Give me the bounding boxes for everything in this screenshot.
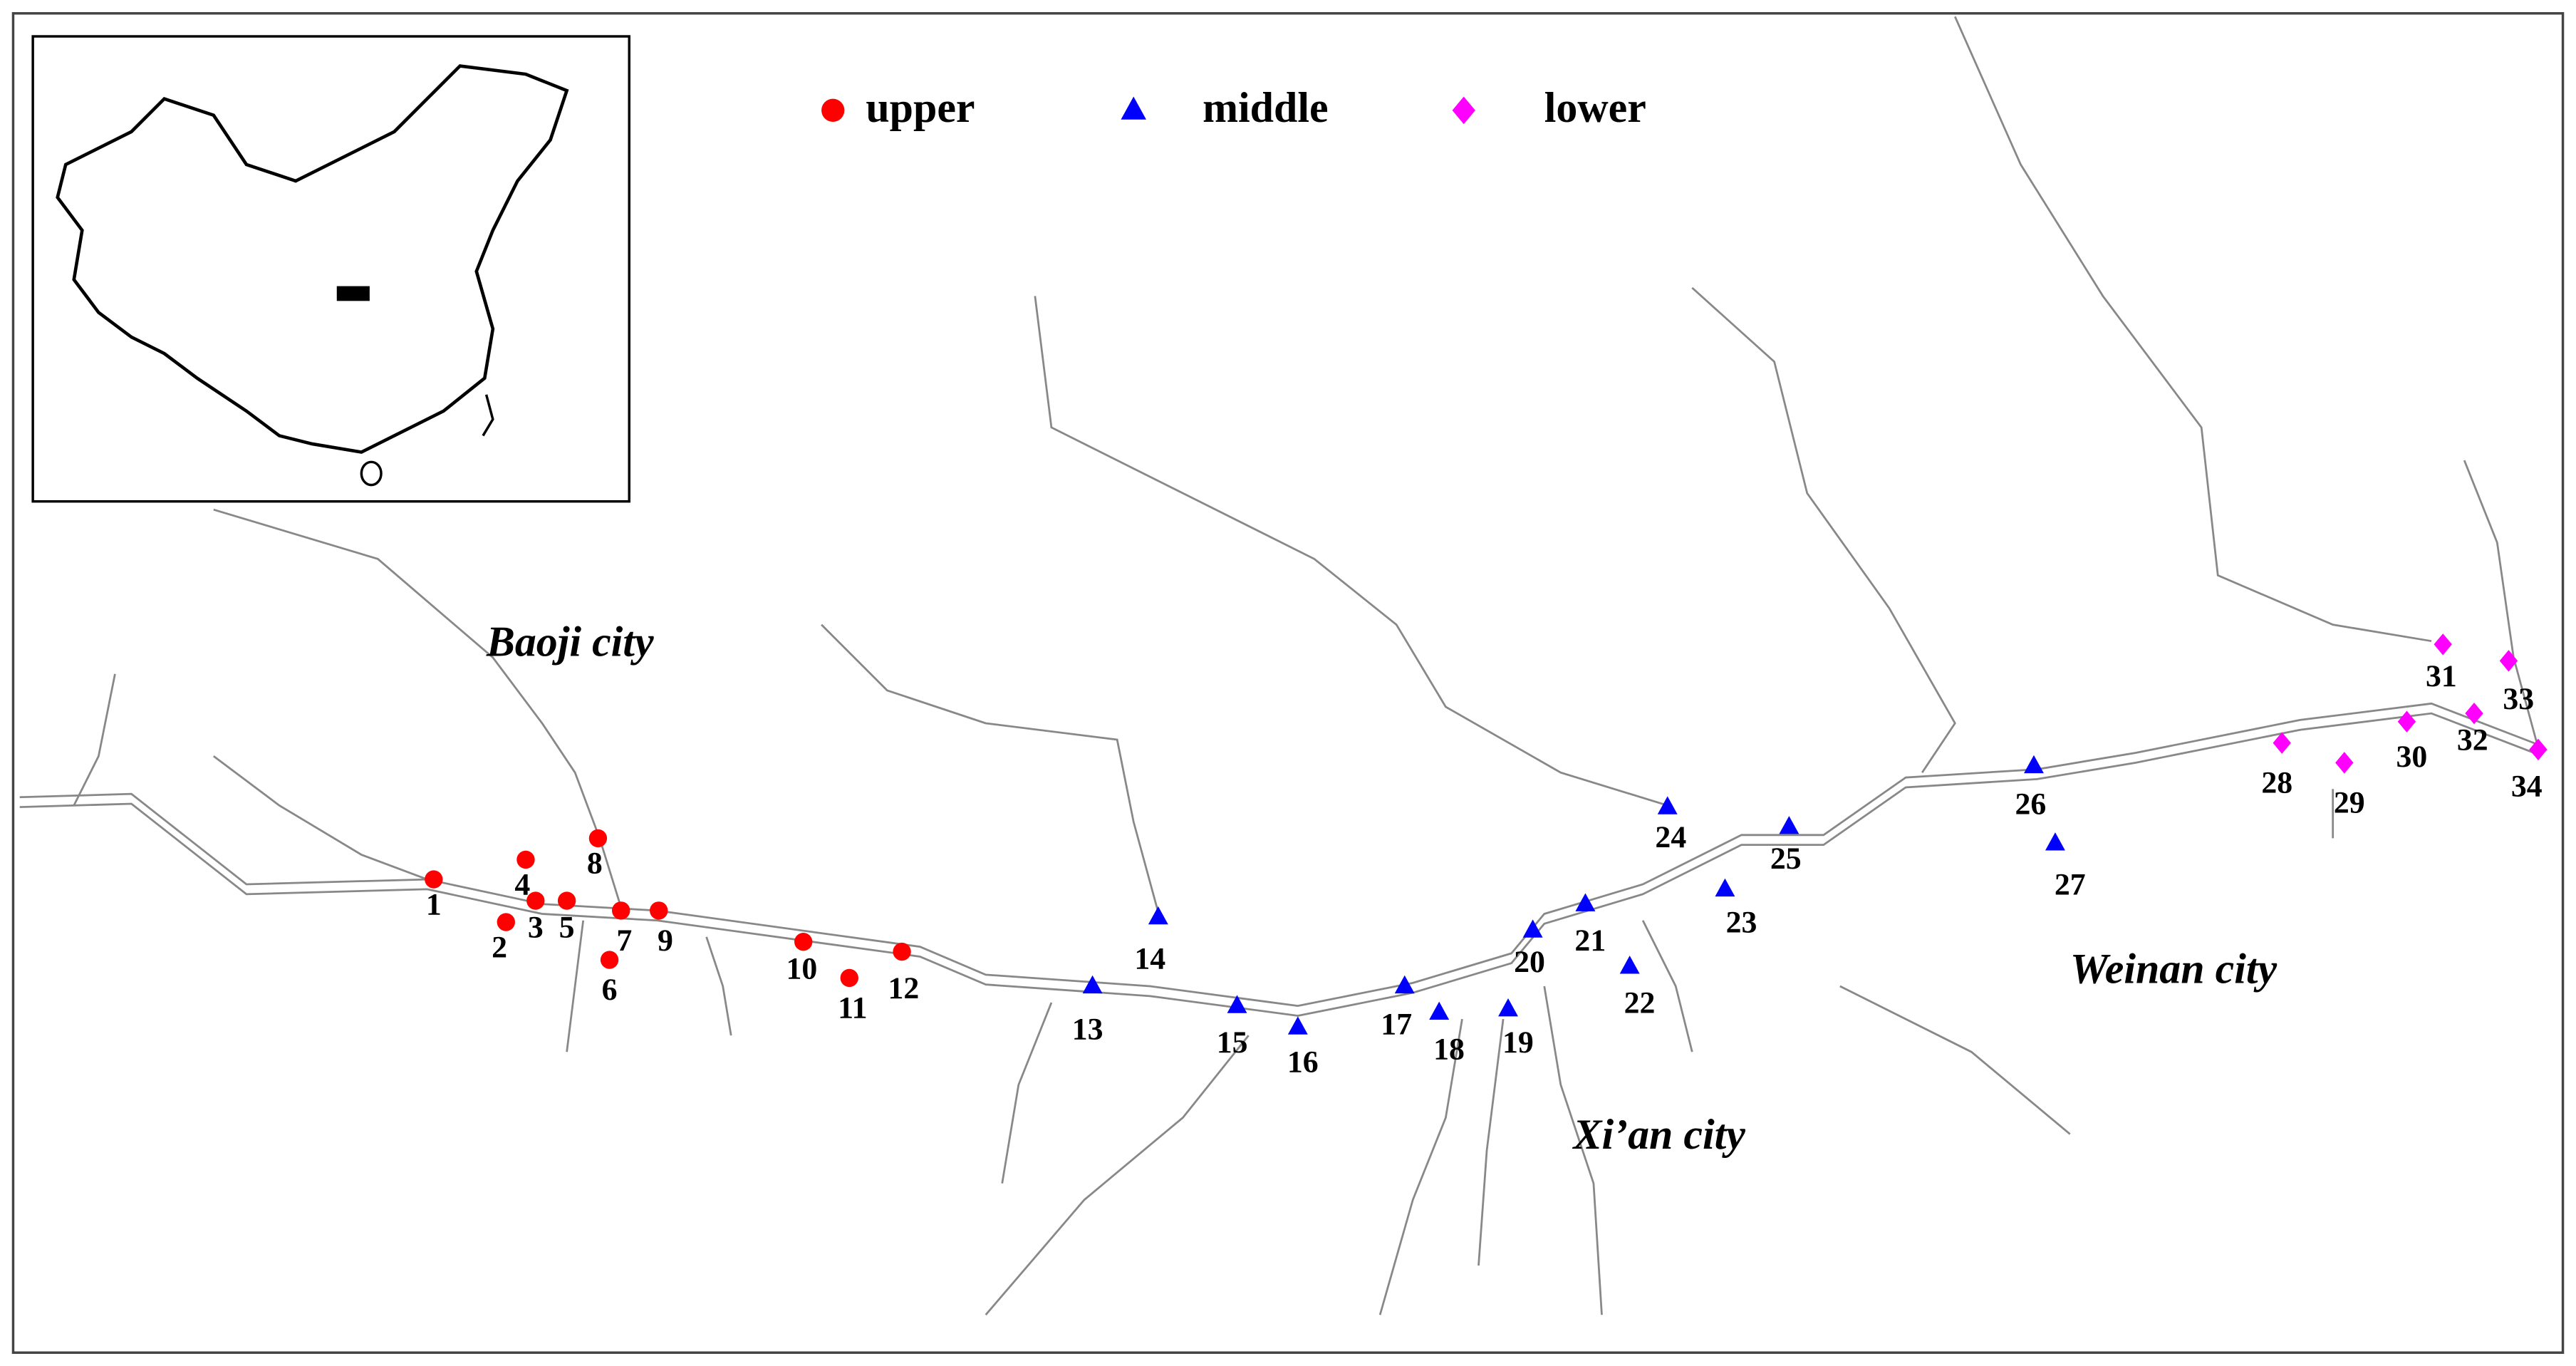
city-label: Weinan city <box>2070 945 2278 992</box>
site-label: 31 <box>2426 659 2457 693</box>
site-marker <box>1498 998 1518 1017</box>
study-area <box>336 286 370 301</box>
site-marker <box>1429 1001 1450 1020</box>
site-marker <box>1779 816 1799 834</box>
taiwan <box>482 394 494 437</box>
inset-frame <box>31 35 630 503</box>
site-label: 25 <box>1770 842 1802 876</box>
site-label: 32 <box>2457 723 2488 757</box>
site-marker <box>2465 702 2483 725</box>
legend-label: upper <box>866 84 975 131</box>
site-label: 21 <box>1574 923 1606 958</box>
site-label: 6 <box>602 973 618 1007</box>
site-marker <box>425 870 443 889</box>
site-label: 20 <box>1514 945 1545 979</box>
rivers <box>19 16 2540 1316</box>
site-marker <box>1715 878 1735 897</box>
site-label: 14 <box>1134 941 1165 976</box>
site-marker <box>600 951 619 969</box>
site-label: 2 <box>492 930 507 964</box>
inset-map <box>31 35 630 503</box>
legend-label: middle <box>1203 84 1329 131</box>
site-label: 4 <box>514 868 530 902</box>
site-label: 5 <box>559 911 575 945</box>
site-marker <box>526 891 545 910</box>
site-marker <box>1394 975 1415 994</box>
site-marker <box>794 933 813 951</box>
site-marker <box>650 901 668 920</box>
site-marker <box>2529 738 2548 761</box>
site-label: 24 <box>1655 820 1686 854</box>
site-marker <box>2499 650 2518 672</box>
site-label: 29 <box>2334 785 2365 819</box>
site-label: 22 <box>1624 986 1656 1020</box>
site-label: 28 <box>2261 766 2292 800</box>
site-marker <box>893 942 911 961</box>
site-marker <box>1148 906 1168 925</box>
site-label: 27 <box>2055 868 2086 902</box>
site-marker <box>2045 832 2065 851</box>
site-label: 15 <box>1217 1025 1248 1060</box>
site-label: 1 <box>426 887 442 921</box>
city-label: Xi’an city <box>1572 1111 1745 1158</box>
site-marker <box>588 829 608 848</box>
site-marker <box>2335 752 2354 774</box>
site-label: 12 <box>888 971 919 1005</box>
legend: upper middle lower <box>821 84 1646 131</box>
site-marker <box>497 913 515 931</box>
site-label: 11 <box>838 991 867 1025</box>
site-marker <box>1657 796 1678 814</box>
site-label: 13 <box>1072 1013 1103 1047</box>
site-label: 19 <box>1502 1025 1534 1060</box>
site-marker <box>1227 995 1247 1013</box>
site-marker <box>2397 710 2416 733</box>
hainan <box>360 460 383 487</box>
site-label: 23 <box>1726 906 1757 940</box>
site-label: 7 <box>616 923 632 958</box>
site-label: 30 <box>2396 740 2427 774</box>
site-marker <box>1287 1016 1308 1035</box>
legend-label: lower <box>1544 84 1646 131</box>
china-outline <box>56 64 569 454</box>
site-marker <box>821 98 845 122</box>
site-label: 18 <box>1433 1032 1465 1066</box>
site-label: 17 <box>1381 1008 1412 1042</box>
site-marker <box>557 891 576 910</box>
site-label: 34 <box>2511 769 2543 803</box>
site-marker <box>1121 96 1146 120</box>
site-marker <box>1522 919 1543 938</box>
site-marker <box>1082 975 1103 994</box>
site-marker <box>2024 755 2044 774</box>
site-marker <box>612 901 630 920</box>
site-label: 16 <box>1287 1045 1319 1080</box>
site-marker <box>840 968 858 988</box>
site-label: 9 <box>658 923 673 958</box>
site-marker <box>2273 732 2291 754</box>
site-label: 26 <box>2015 787 2046 822</box>
site-label: 3 <box>528 911 544 945</box>
site-label: 10 <box>786 951 817 985</box>
site-marker <box>516 850 535 869</box>
site-label: 33 <box>2503 682 2534 716</box>
site-marker <box>2434 633 2452 656</box>
site-label: 8 <box>587 847 603 881</box>
site-marker <box>1619 956 1640 974</box>
site-marker <box>1575 893 1596 911</box>
city-label: Baoji city <box>486 618 654 665</box>
